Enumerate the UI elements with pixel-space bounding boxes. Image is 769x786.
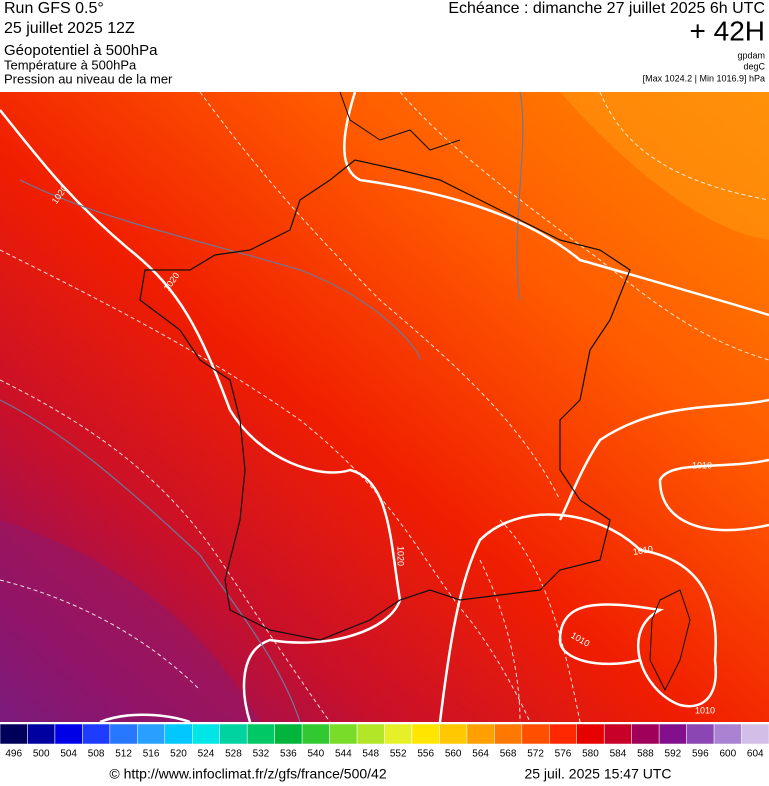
unit-label: gpdam [737,50,765,60]
geopotential-contours [0,91,769,723]
legend-label: 528 [225,749,242,760]
legend-swatch [384,723,413,745]
legend-label: 596 [692,749,709,760]
legend-swatch [164,723,193,745]
legend-swatch [109,723,138,745]
legend-label: 568 [500,749,517,760]
valid-time: Echéance : dimanche 27 juillet 2025 6h U… [448,0,765,17]
legend-label: 592 [665,749,682,760]
legend-label: 536 [280,749,297,760]
pressure-range: [Max 1024.2 | Min 1016.9] hPa [643,73,765,83]
legend-swatch [521,723,550,745]
legend-label: 516 [143,749,160,760]
legend-swatch [549,723,577,745]
legend-swatch [219,723,248,745]
legend-label: 500 [33,749,50,760]
legend-swatch [301,723,330,745]
legend-swatch [741,723,769,745]
legend-label: 532 [253,749,270,760]
legend-label: 544 [335,749,352,760]
legend-label: 508 [88,749,105,760]
france-outline [139,159,631,641]
run-label: Run GFS 0.5° [4,0,104,17]
unit-label: degC [743,61,765,71]
legend-label: 564 [472,749,489,760]
legend-swatch [192,723,220,745]
legend-label: 580 [582,749,599,760]
legend-swatch [246,723,275,745]
timestamp: 25 juil. 2025 15:47 UTC [524,766,671,782]
contour-label: 1010 [692,460,712,470]
field-label: Pression au niveau de la mer [4,71,173,86]
legend-swatch [0,723,28,745]
legend-swatch [411,723,440,745]
lead-time: + 42H [690,15,766,46]
legend-swatch [658,723,687,745]
legend-swatch [576,723,605,745]
contour-label: 1010 [695,705,715,715]
temperature-contours [0,91,524,723]
legend-swatch [274,723,303,745]
legend-label: 504 [60,749,77,760]
isobars [0,91,769,724]
legend-swatch [329,723,358,745]
border-line [339,91,461,151]
legend-swatch [54,723,83,745]
legend-label: 496 [5,749,22,760]
legend-label: 560 [445,749,462,760]
legend-swatch [27,723,56,745]
legend-label: 552 [390,749,407,760]
legend-label: 524 [198,749,215,760]
legend-label: 556 [417,749,434,760]
legend-swatch [603,723,632,745]
run-date: 25 juillet 2025 12Z [4,20,135,37]
legend-swatch [466,723,495,745]
legend-swatch [137,723,166,745]
corsica-outline [649,589,691,692]
legend-swatch [713,723,742,745]
legend-swatch [686,723,715,745]
legend-swatch [356,723,385,745]
legend-label: 548 [362,749,379,760]
source-url: © http://www.infoclimat.fr/z/gfs/france/… [109,766,386,782]
legend-label: 576 [555,749,572,760]
map [0,91,769,724]
legend-swatch [631,723,660,745]
legend-swatch [494,723,523,745]
legend-label: 604 [747,749,764,760]
contour-label: 1020 [396,546,406,566]
legend-label: 600 [719,749,736,760]
legend-label: 540 [307,749,324,760]
legend-label: 512 [115,749,132,760]
contour-label: 1010 [632,544,653,557]
temperature-band [0,520,260,722]
field-label: Température à 500hPa [4,57,137,72]
legend-label: 572 [527,749,544,760]
legend-swatch [82,723,111,745]
temperature-band [560,92,769,240]
legend-label: 588 [637,749,654,760]
legend-label: 584 [610,749,627,760]
legend-label: 520 [170,749,187,760]
legend-swatch [439,723,468,745]
field-label: Géopotentiel à 500hPa [4,42,158,59]
